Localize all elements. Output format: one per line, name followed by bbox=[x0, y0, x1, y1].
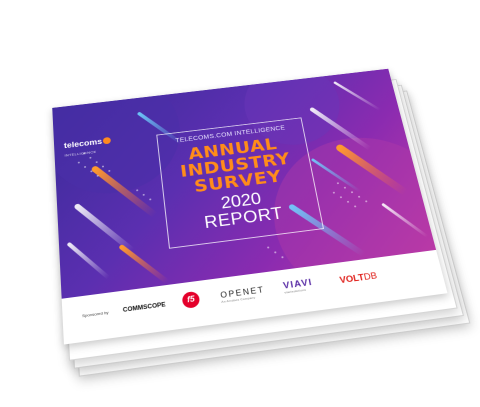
sponsored-by-label: Sponsored by bbox=[82, 310, 109, 319]
viavi-logo: VIAVI viavisolutions bbox=[282, 277, 314, 295]
brand-dot-icon bbox=[103, 137, 111, 145]
voltdb-logo: VOLTDB bbox=[339, 271, 378, 286]
openet-logo: OPENET An Amdocs Company bbox=[220, 285, 266, 304]
f5-logo: f5 bbox=[182, 291, 201, 309]
voltdb-volt: VOLT bbox=[339, 272, 365, 285]
title-frame: TELECOMS.COM INTELLIGENCE ANNUAL INDUSTR… bbox=[156, 117, 324, 248]
commscope-logo: COMMSCOPE bbox=[123, 302, 166, 314]
voltdb-db: DB bbox=[363, 271, 378, 282]
